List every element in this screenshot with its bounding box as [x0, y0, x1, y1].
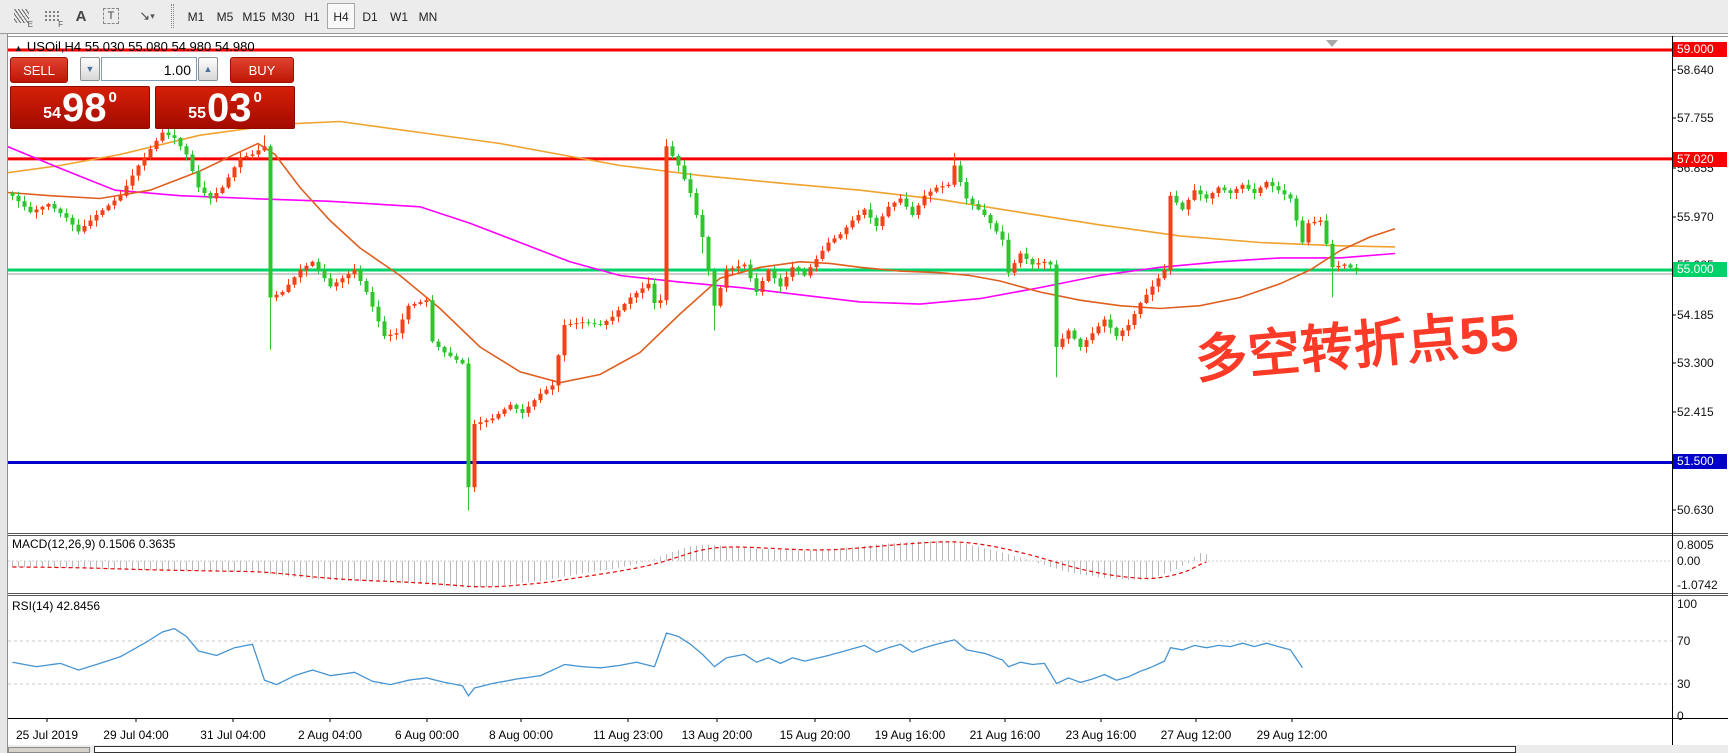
volume-increase-button[interactable]: ▲: [198, 57, 218, 81]
bottom-scroll-strip: [0, 745, 1728, 753]
buy-price-big: 03: [206, 86, 252, 130]
scrollbar-thumb[interactable]: [94, 746, 1516, 753]
price-tick-label: 55.970: [1677, 210, 1714, 224]
dot-grid-icon: [43, 10, 59, 22]
window-left-border: [0, 34, 8, 753]
rsi-line: [12, 627, 1304, 697]
time-axis-label: 2 Aug 04:00: [297, 728, 363, 742]
price-level-badge: 55.000: [1673, 262, 1727, 277]
time-axis-label: 21 Aug 16:00: [969, 728, 1041, 742]
buy-price-panel[interactable]: 55 03 0: [155, 86, 295, 129]
time-axis-label: 8 Aug 00:00: [488, 728, 554, 742]
timeframe-button-m1[interactable]: M1: [187, 10, 205, 24]
price-tick-label: 57.755: [1677, 111, 1714, 125]
sell-price-big: 98: [61, 86, 107, 130]
diagonal-arrow-icon: ↘: [139, 8, 151, 23]
rsi-axis-label: 70: [1677, 634, 1691, 648]
time-axis-label: 29 Aug 12:00: [1256, 728, 1328, 742]
boxed-t-icon: T: [102, 8, 120, 24]
down-arrow-icon: ▼: [85, 64, 95, 74]
price-level-badge: 57.020: [1673, 152, 1727, 167]
up-arrow-icon: ▲: [203, 64, 213, 74]
price-tick-label: 52.415: [1677, 405, 1714, 419]
time-axis-label: 27 Aug 12:00: [1160, 728, 1232, 742]
price-level-badge: 51.500: [1673, 454, 1727, 469]
timeframe-button-mn[interactable]: MN: [418, 10, 438, 24]
dropdown-caret-icon: ▾: [150, 10, 155, 21]
volume-decrease-button[interactable]: ▼: [80, 57, 100, 81]
price-tick-label: 50.630: [1677, 503, 1714, 517]
time-axis-label: 11 Aug 23:00: [593, 728, 663, 742]
time-axis-label: 25 Jul 2019: [15, 728, 79, 742]
time-axis-label: 31 Jul 04:00: [200, 728, 266, 742]
price-tick-label: 53.300: [1677, 356, 1714, 370]
sell-price-small: 54: [43, 105, 61, 122]
timeframe-button-m15[interactable]: M15: [242, 10, 266, 24]
time-axis-label: 29 Jul 04:00: [103, 728, 169, 742]
time-axis-label: 19 Aug 16:00: [874, 728, 946, 742]
timeframe-button-m30[interactable]: M30: [271, 10, 295, 24]
timeframe-button-d1[interactable]: D1: [362, 10, 378, 24]
sell-button[interactable]: SELL: [10, 57, 68, 83]
ma-fast: [8, 142, 1396, 384]
rsi-axis-label: 30: [1677, 677, 1691, 691]
macd-label: MACD(12,26,9) 0.1506 0.3635: [12, 537, 176, 551]
timeframe-button-h4[interactable]: H4: [327, 3, 355, 29]
buy-price-small: 55: [188, 105, 206, 122]
ma-slow: [8, 120, 1396, 248]
draw-channel-tool-button[interactable]: E: [8, 3, 34, 29]
arrow-style-tool-button[interactable]: ↘ ▾: [130, 3, 164, 29]
chart-canvas[interactable]: [0, 34, 1728, 753]
toolbar-separator: [171, 4, 174, 28]
toolbar: E F A T ↘ ▾ M1 M5 M15 M30 H1 H4 D1 W1 MN: [0, 0, 1728, 34]
tool-sub-label: E: [27, 20, 33, 29]
symbol-ohlc-text: USOil,H4 55.030 55.080 54.980 54.980: [26, 39, 255, 54]
macd-axis-label: -1.0742: [1677, 578, 1718, 592]
scrollbar-track: [8, 747, 90, 753]
macd-axis-label: 0.00: [1677, 554, 1701, 568]
volume-input[interactable]: 1.00: [101, 57, 197, 81]
rsi-axis-label: 0: [1677, 709, 1684, 723]
sell-price-sup: 0: [108, 89, 117, 106]
grid-tool-button[interactable]: F: [38, 3, 64, 29]
timeframe-button-h1[interactable]: H1: [304, 10, 320, 24]
text-label-tool-button[interactable]: A: [68, 3, 94, 29]
timeframe-button-w1[interactable]: W1: [390, 10, 408, 24]
sell-price-panel[interactable]: 54 98 0: [10, 86, 150, 129]
rsi-axis-label: 100: [1677, 597, 1698, 611]
price-tick-label: 58.640: [1677, 63, 1714, 77]
price-level-badge: 59.000: [1673, 42, 1727, 57]
macd-axis-label: 0.8005: [1677, 538, 1714, 552]
hatch-lines-icon: [13, 9, 29, 23]
time-axis-label: 13 Aug 20:00: [681, 728, 753, 742]
collapse-marker-icon: ▲: [14, 43, 23, 53]
tool-sub-label: F: [58, 20, 63, 29]
rsi-label: RSI(14) 42.8456: [12, 599, 101, 613]
price-tick-label: 54.185: [1677, 308, 1714, 322]
ma-mid: [8, 145, 1396, 305]
letter-a-icon: A: [75, 7, 87, 25]
buy-button[interactable]: BUY: [230, 57, 294, 83]
time-axis-label: 15 Aug 20:00: [779, 728, 851, 742]
buy-price-sup: 0: [253, 89, 262, 106]
text-box-tool-button[interactable]: T: [98, 3, 124, 29]
time-axis-label: 23 Aug 16:00: [1065, 728, 1137, 742]
time-axis-label: 6 Aug 00:00: [394, 728, 460, 742]
timeframe-button-m5[interactable]: M5: [216, 10, 234, 24]
chart-title: ▲ USOil,H4 55.030 55.080 54.980 54.980: [14, 39, 255, 54]
